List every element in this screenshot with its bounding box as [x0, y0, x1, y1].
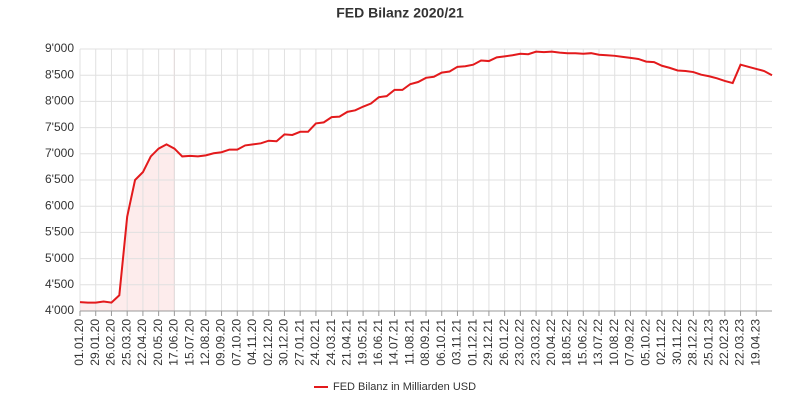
y-tick-label: 4'500 — [45, 277, 74, 291]
y-tick-label: 6'000 — [45, 198, 74, 212]
x-tick-label: 04.11.20 — [245, 319, 259, 365]
x-tick-label: 10.08.22 — [607, 319, 621, 366]
y-tick-label: 8'500 — [45, 67, 74, 81]
x-tick-label: 20.04.22 — [544, 319, 558, 366]
x-tick-label: 18.05.22 — [560, 319, 574, 366]
y-tick-label: 6'500 — [45, 172, 74, 186]
x-tick-label: 12.08.20 — [198, 319, 212, 366]
x-tick-label: 13.07.22 — [591, 319, 605, 366]
x-tick-label: 09.09.20 — [214, 319, 228, 366]
x-tick-label: 25.03.20 — [119, 319, 133, 366]
x-tick-label: 15.07.20 — [182, 319, 196, 366]
x-tick-label: 20.05.20 — [151, 319, 165, 366]
x-tick-label: 17.06.20 — [167, 319, 181, 366]
y-tick-label: 9'000 — [45, 41, 74, 55]
x-tick-label: 30.11.22 — [670, 319, 684, 365]
x-tick-label: 28.12.22 — [686, 319, 700, 366]
x-tick-label: 27.01.21 — [292, 319, 306, 366]
x-tick-label: 30.12.20 — [277, 319, 291, 366]
chart-title: FED Bilanz 2020/21 — [336, 5, 464, 21]
x-tick-label: 01.01.20 — [72, 319, 86, 366]
x-tick-label: 21.04.21 — [340, 319, 354, 366]
y-tick-label: 5'000 — [45, 251, 74, 265]
legend-label: FED Bilanz in Milliarden USD — [333, 381, 476, 393]
y-tick-label: 7'500 — [45, 120, 74, 134]
x-tick-label: 11.08.21 — [402, 319, 416, 365]
x-tick-label: 05.10.22 — [638, 319, 652, 366]
y-tick-label: 5'500 — [45, 225, 74, 239]
x-tick-label: 02.11.22 — [654, 319, 668, 365]
x-tick-label: 25.01.23 — [701, 319, 715, 366]
x-tick-label: 22.03.23 — [733, 319, 747, 366]
x-tick-label: 15.06.22 — [575, 319, 589, 366]
x-tick-label: 14.07.21 — [387, 319, 401, 366]
x-tick-label: 26.02.20 — [104, 319, 118, 366]
x-tick-label: 19.05.21 — [355, 319, 369, 366]
y-tick-label: 4'000 — [45, 303, 74, 317]
x-tick-label: 22.02.23 — [717, 319, 731, 366]
x-tick-label: 23.02.22 — [513, 319, 527, 366]
x-tick-label: 29.01.20 — [88, 319, 102, 366]
x-tick-label: 07.09.22 — [623, 319, 637, 366]
x-tick-label: 01.12.21 — [465, 319, 479, 366]
x-tick-label: 19.04.23 — [748, 319, 762, 366]
x-tick-label: 16.06.21 — [371, 319, 385, 366]
y-tick-label: 8'000 — [45, 94, 74, 108]
x-tick-label: 26.01.22 — [497, 319, 511, 366]
x-tick-label: 29.12.21 — [481, 319, 495, 366]
x-tick-label: 23.03.22 — [528, 319, 542, 366]
x-tick-label: 07.10.20 — [229, 319, 243, 366]
x-tick-label: 22.04.20 — [135, 319, 149, 366]
x-tick-label: 06.10.21 — [434, 319, 448, 366]
x-tick-label: 03.11.21 — [450, 319, 464, 365]
data-line — [79, 50, 773, 304]
x-tick-label: 08.09.21 — [418, 319, 432, 366]
x-tick-label: 24.03.21 — [324, 319, 338, 366]
x-tick-label: 24.02.21 — [308, 319, 322, 366]
x-tick-label: 02.12.20 — [261, 319, 275, 366]
y-tick-label: 7'000 — [45, 146, 74, 160]
